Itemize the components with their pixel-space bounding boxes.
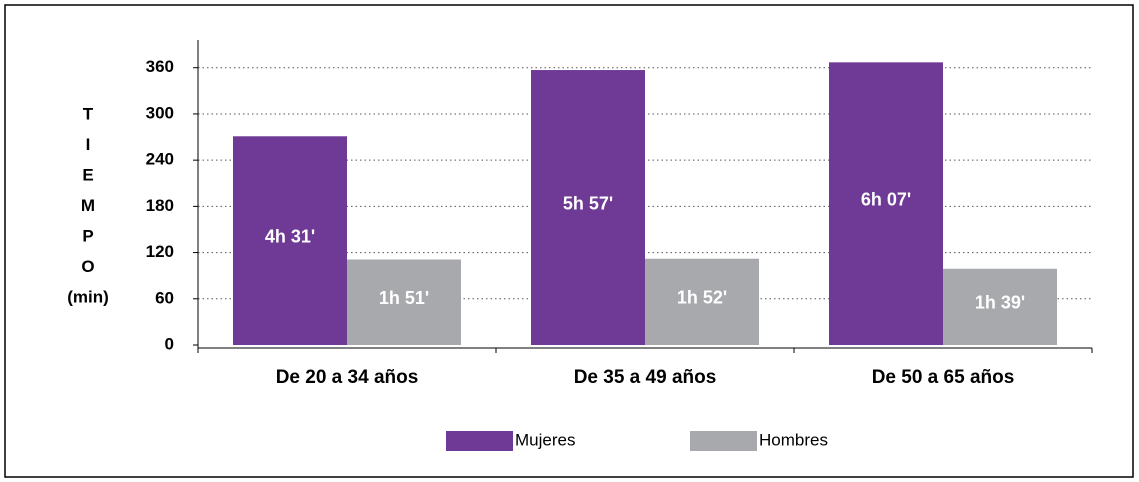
bar	[645, 258, 759, 345]
x-tick-label: De 20 a 34 años	[276, 367, 419, 388]
legend-swatch	[446, 431, 513, 451]
legend-swatch	[690, 431, 757, 451]
y-axis-label: T	[83, 104, 94, 123]
y-tick-label: 0	[165, 334, 174, 353]
data-label: 5h 57'	[563, 193, 613, 213]
bar	[531, 70, 645, 346]
frame	[4, 4, 1134, 478]
x-tick-label: De 35 a 49 años	[574, 367, 717, 388]
data-label: 6h 07'	[861, 189, 911, 209]
legend-label: Hombres	[759, 430, 828, 449]
y-axis-label: M	[81, 196, 95, 215]
y-axis-label: O	[81, 257, 94, 276]
bar	[233, 136, 347, 345]
data-label: 4h 31'	[265, 226, 315, 246]
y-tick-label: 240	[146, 150, 174, 169]
y-tick-label: 180	[146, 196, 174, 215]
y-axis-label: E	[82, 165, 93, 184]
bar	[829, 62, 943, 346]
y-tick-label: 120	[146, 242, 174, 261]
x-tick-label: De 50 a 65 años	[872, 367, 1015, 388]
y-axis-label: P	[82, 226, 93, 245]
data-label: 1h 39'	[975, 293, 1025, 313]
y-axis-label: (min)	[67, 287, 109, 306]
bar	[943, 268, 1057, 345]
y-tick-label: 300	[146, 103, 174, 122]
y-axis-label: I	[86, 135, 91, 154]
y-tick-label: 60	[155, 288, 174, 307]
data-label: 1h 51'	[379, 288, 429, 308]
data-label: 1h 52'	[677, 288, 727, 308]
legend-label: Mujeres	[515, 430, 575, 449]
y-tick-label: 360	[146, 57, 174, 76]
bar	[347, 259, 461, 345]
